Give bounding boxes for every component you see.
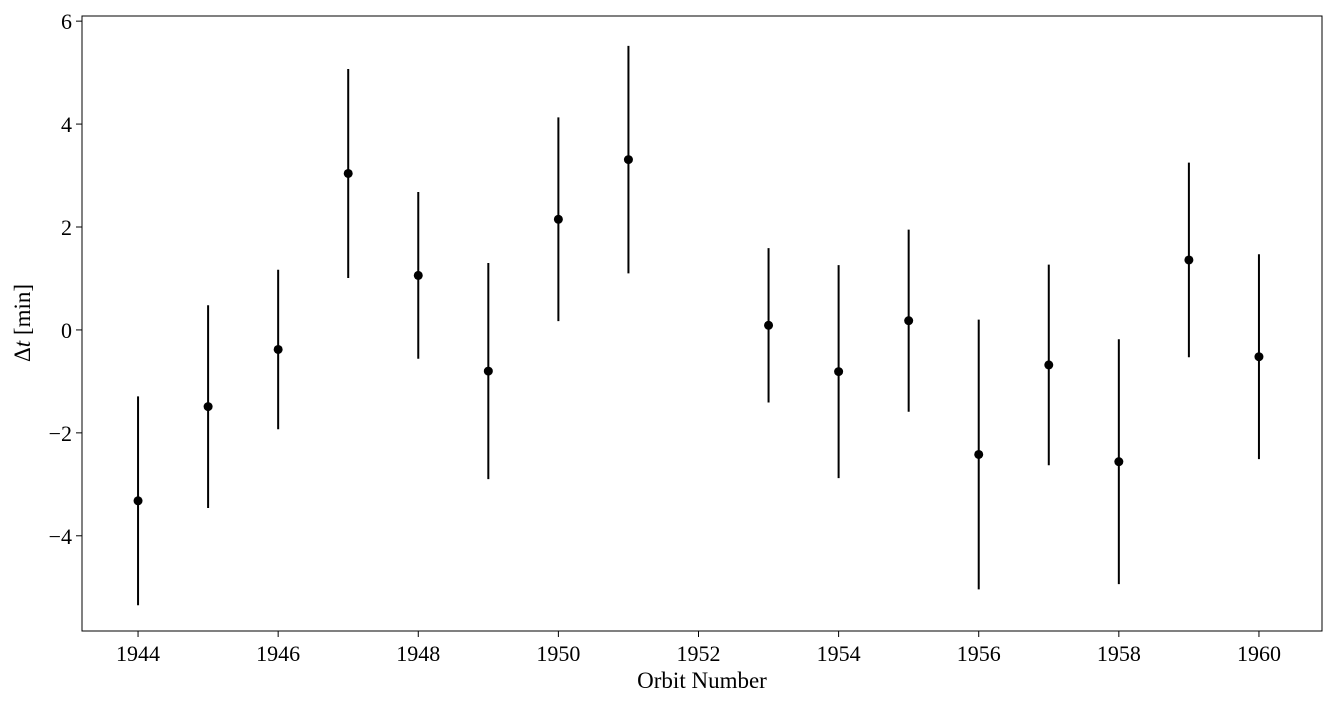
plot-frame (81, 15, 1323, 632)
y-axis-label-unit: [min] (10, 284, 35, 341)
x-tick-label: 1956 (957, 641, 1001, 666)
x-tick-label: 1948 (396, 641, 440, 666)
data-point (974, 449, 984, 459)
x-tick-label: 1950 (536, 641, 580, 666)
x-tick-label: 1954 (817, 641, 861, 666)
data-point (483, 366, 493, 376)
data-point (343, 168, 353, 178)
x-axis-ticks: 1944 1946 1948 1950 1952 1954 1956 1958 1960 (116, 631, 1281, 666)
data-point (413, 270, 423, 280)
y-axis-label: Δt [min] (10, 284, 35, 362)
y-tick-label: 2 (61, 215, 72, 240)
data-point (904, 316, 914, 326)
y-tick-label: 4 (61, 112, 72, 137)
data-point (273, 344, 283, 354)
x-tick-label: 1952 (676, 641, 720, 666)
y-axis-ticks: −4 −2 0 2 4 6 (49, 9, 82, 549)
y-tick-label: −2 (49, 421, 72, 446)
y-tick-label: 6 (61, 9, 72, 34)
x-tick-label: 1958 (1097, 641, 1141, 666)
data-points (133, 155, 1264, 506)
data-point (203, 402, 213, 412)
data-point (1184, 255, 1194, 265)
data-point (834, 367, 844, 377)
plot-background (82, 16, 1322, 631)
y-tick-label: 0 (61, 318, 72, 343)
data-point (1044, 360, 1054, 370)
x-tick-label: 1960 (1237, 641, 1281, 666)
data-point (764, 320, 774, 330)
data-point (1114, 457, 1124, 467)
x-tick-label: 1946 (256, 641, 300, 666)
data-point (553, 214, 563, 224)
data-point (1254, 352, 1264, 362)
y-tick-label: −4 (49, 524, 72, 549)
y-axis-label-variable: t (10, 340, 35, 347)
x-axis-label: Orbit Number (637, 668, 767, 693)
data-point (623, 155, 633, 165)
x-tick-label: 1944 (116, 641, 160, 666)
data-point (133, 496, 143, 506)
y-axis-label-symbol: Δ (10, 347, 35, 362)
